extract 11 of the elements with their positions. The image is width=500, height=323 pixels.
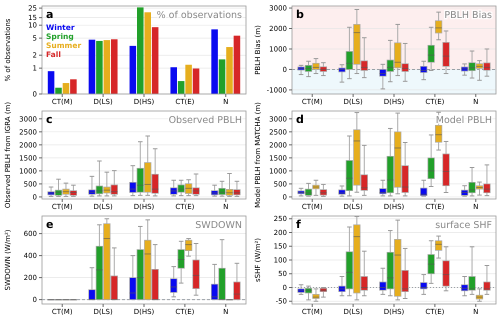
annotation: e xyxy=(46,218,54,231)
chart-title: surface SHF xyxy=(435,220,492,231)
annotation: a xyxy=(46,8,54,21)
chart-title: Observed PBLH xyxy=(168,115,242,126)
annotation: b xyxy=(296,8,304,21)
text: SWDOWN xyxy=(195,220,242,231)
annotation: c xyxy=(46,113,53,126)
annotation: d xyxy=(296,113,304,126)
text: % of observations xyxy=(156,10,242,21)
annotation: f xyxy=(296,218,301,231)
chart-title: PBLH Bias xyxy=(444,10,492,21)
